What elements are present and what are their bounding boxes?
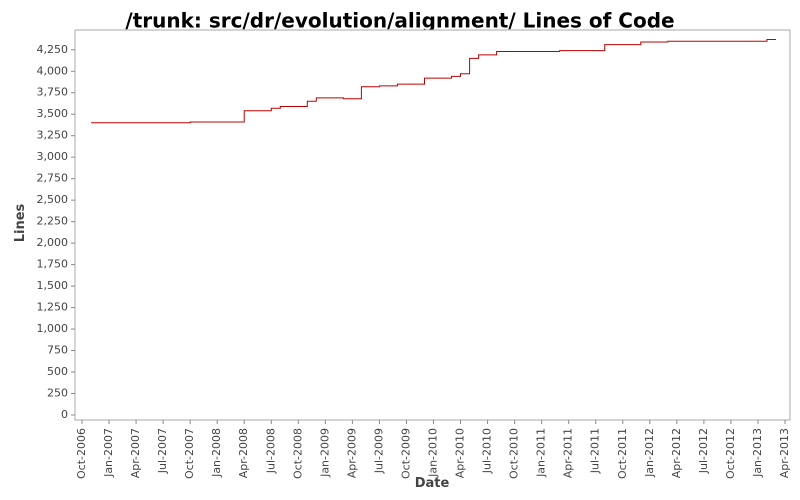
- y-tick-label: 750: [47, 344, 68, 357]
- y-tick-label: 3,500: [37, 107, 69, 120]
- x-tick-label: Jan-2007: [102, 428, 115, 478]
- y-tick-label: 4,250: [37, 43, 69, 56]
- y-tick-label: 2,250: [37, 215, 69, 228]
- y-tick-label: 1,000: [37, 322, 69, 335]
- x-tick-label: Jul-2008: [264, 428, 277, 474]
- y-tick-label: 1,750: [37, 258, 69, 271]
- y-tick-label: 2,750: [37, 172, 69, 185]
- x-tick-label: Oct-2006: [75, 428, 88, 479]
- y-tick-label: 4,000: [37, 64, 69, 77]
- y-tick-label: 3,750: [37, 86, 69, 99]
- x-tick-label: Jul-2007: [156, 428, 169, 474]
- x-tick-label: Apr-2007: [129, 428, 142, 478]
- y-axis-label: Lines: [13, 203, 28, 242]
- y-tick-label: 500: [47, 365, 68, 378]
- chart-title: /trunk: src/dr/evolution/alignment/ Line…: [125, 9, 674, 33]
- x-axis-label: Date: [415, 476, 450, 491]
- x-tick-label: Oct-2012: [724, 428, 737, 479]
- y-tick-label: 2,500: [37, 193, 69, 206]
- x-tick-label: Oct-2010: [508, 428, 521, 479]
- y-tick-label: 3,000: [37, 150, 69, 163]
- x-tick-label: Jul-2011: [589, 428, 602, 474]
- x-tick-label: Apr-2008: [237, 428, 250, 478]
- x-tick-label: Apr-2011: [562, 428, 575, 478]
- x-tick-label: Apr-2009: [345, 428, 358, 478]
- y-tick-label: 1,500: [37, 279, 69, 292]
- x-tick-label: Apr-2010: [454, 428, 467, 478]
- x-tick-label: Jul-2009: [372, 428, 385, 474]
- x-tick-label: Oct-2007: [183, 428, 196, 479]
- x-tick-label: Oct-2009: [399, 428, 412, 479]
- plot-area: [74, 29, 791, 421]
- x-tick-label: Apr-2013: [778, 428, 791, 478]
- y-tick-label: 1,250: [37, 301, 69, 314]
- x-tick-label: Jul-2012: [697, 428, 710, 474]
- x-tick-label: Apr-2012: [670, 428, 683, 478]
- y-tick-label: 0: [61, 408, 68, 421]
- y-tick-label: 250: [47, 387, 68, 400]
- line-series: [91, 39, 776, 124]
- x-tick-label: Jan-2008: [210, 428, 223, 478]
- y-tick-label: 3,250: [37, 129, 69, 142]
- x-tick-label: Jan-2009: [318, 428, 331, 478]
- x-tick-label: Oct-2011: [616, 428, 629, 479]
- y-tick-label: 2,000: [37, 236, 69, 249]
- x-tick-label: Jan-2010: [427, 428, 440, 478]
- x-tick-label: Oct-2008: [291, 428, 304, 479]
- x-tick-label: Jan-2011: [535, 428, 548, 478]
- x-tick-label: Jul-2010: [481, 428, 494, 474]
- x-tick-label: Jan-2012: [643, 428, 656, 478]
- x-tick-label: Jan-2013: [751, 428, 764, 478]
